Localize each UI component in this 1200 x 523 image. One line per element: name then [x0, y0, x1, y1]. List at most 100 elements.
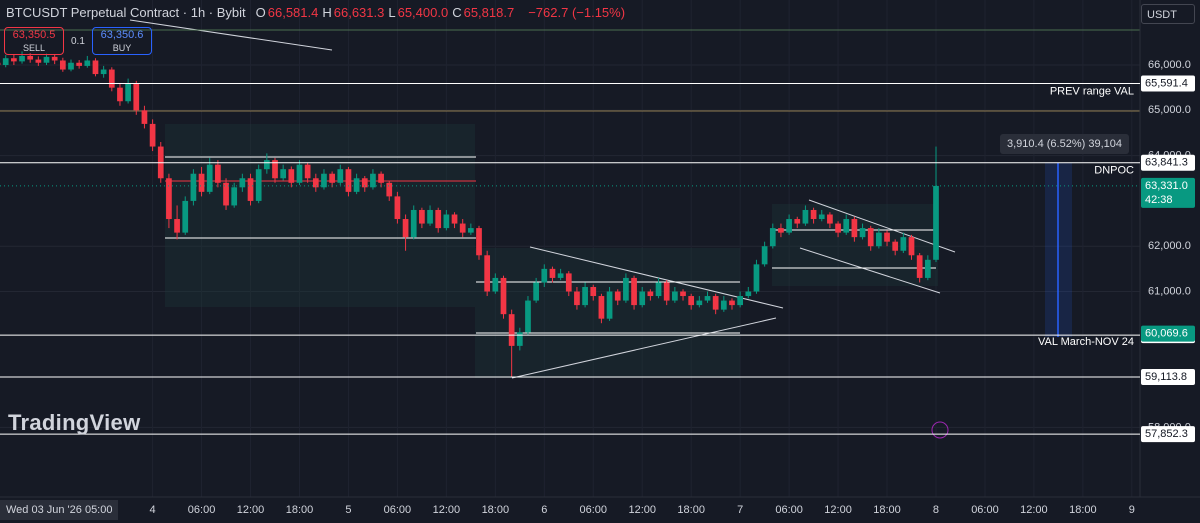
candle-body: [51, 56, 58, 61]
candle-body: [476, 228, 482, 256]
crosshair-time: Wed 03 Jun '26 05:00: [0, 500, 119, 520]
x-tick-label: 12:00: [237, 504, 265, 516]
x-tick-label: 06:00: [188, 504, 216, 516]
candle-body: [769, 228, 776, 247]
candle-body: [19, 55, 25, 62]
level-label-box: [1141, 426, 1195, 443]
candle-body: [590, 286, 597, 297]
trendline: [129, 19, 333, 51]
quantity[interactable]: 0.1: [71, 36, 85, 47]
candle-body: [663, 282, 670, 301]
candle-body: [370, 173, 376, 188]
candle-body: [2, 58, 9, 66]
candle-body: [794, 219, 801, 224]
candle-body: [361, 178, 368, 188]
candle-body: [280, 169, 287, 179]
y-tick-label: 62,000.0: [1148, 240, 1191, 252]
x-tick-label: 12:00: [628, 504, 656, 516]
alert-price-label: 60,069.6: [1145, 328, 1188, 340]
ohlc-value: 66,581.4: [267, 5, 319, 20]
candle-body: [802, 209, 809, 224]
candle-body: [843, 219, 850, 233]
candle-body: [166, 178, 172, 220]
currency-select[interactable]: USDT: [1141, 4, 1195, 24]
candle-body: [655, 282, 662, 297]
level-label: 59,113.8: [1145, 371, 1187, 383]
candle-body: [76, 62, 83, 66]
sell-label: SELL: [22, 43, 46, 53]
buy-button[interactable]: 63,350.6 BUY: [92, 27, 152, 55]
ohlc-item: L 65,400.0: [388, 5, 450, 20]
candle-body: [43, 56, 50, 63]
x-tick-label: 9: [1129, 504, 1135, 516]
candle-body: [133, 83, 140, 111]
ohlc-value: 65,818.7: [463, 5, 515, 20]
change: −762.7 (−1.15%): [528, 5, 626, 20]
last-price-label: 63,331.0: [1145, 180, 1188, 192]
candle-body: [296, 164, 303, 183]
level-label-box: [1141, 75, 1195, 92]
y-tick-label: 66,000.0: [1148, 59, 1191, 71]
candle-body: [492, 277, 499, 292]
ohlc-value: 66,631.3: [333, 5, 385, 20]
candle-body: [484, 255, 491, 292]
candle-body: [345, 169, 352, 192]
x-tick-label: 06:00: [971, 504, 999, 516]
candle-body: [623, 277, 629, 301]
candle-body: [574, 291, 580, 306]
candle-body: [786, 219, 792, 233]
candle-body: [272, 160, 278, 179]
alert-icon[interactable]: [931, 421, 949, 439]
candle-body: [182, 200, 189, 233]
candle-body: [35, 59, 42, 63]
candle-body: [614, 291, 621, 301]
x-tick-label: 8: [933, 504, 939, 516]
candle-body: [263, 160, 270, 170]
candle-body: [908, 237, 915, 256]
level-label: 57,852.3: [1145, 428, 1188, 440]
sell-price: 63,350.5: [12, 29, 56, 41]
candle-body: [851, 219, 858, 238]
sell-button[interactable]: 63,350.5 SELL: [4, 27, 64, 55]
buy-price: 63,350.6: [100, 29, 144, 41]
candle-body: [557, 273, 564, 278]
candle-body: [525, 300, 531, 333]
x-tick-label: 12:00: [824, 504, 852, 516]
candle-body: [761, 246, 768, 265]
candle-body: [606, 291, 613, 319]
candle-body: [582, 286, 588, 306]
candle-body: [247, 178, 254, 201]
candle-body: [337, 169, 344, 183]
candle-body: [386, 182, 393, 197]
level-note: VAL March-NOV 24: [1038, 336, 1134, 348]
candle-body: [402, 219, 409, 238]
x-tick-label: 6: [541, 504, 547, 516]
candle-body: [435, 209, 442, 229]
candle-body: [500, 277, 507, 315]
candle-body: [223, 182, 229, 206]
candle-body: [859, 228, 866, 238]
candle-body: [835, 223, 841, 233]
last-price-box: [1141, 177, 1195, 208]
x-tick-label: 06:00: [579, 504, 607, 516]
alert-price-box: [1141, 325, 1195, 342]
candle-body: [92, 60, 99, 75]
candle-body: [884, 232, 890, 242]
level-label-box: [1141, 154, 1195, 171]
x-tick-label: 12:00: [433, 504, 461, 516]
candle-body: [696, 300, 703, 306]
trendline: [799, 247, 941, 294]
symbol[interactable]: BTCUSDT Perpetual Contract · 1h · Bybit: [6, 5, 246, 20]
candle-body: [100, 69, 107, 75]
level-label: 65,591.4: [1145, 77, 1188, 89]
candle-body: [631, 277, 637, 306]
candle-body: [427, 209, 433, 224]
ohlc-key: O: [255, 5, 266, 20]
ohlc-item: O 66,581.4: [256, 5, 321, 20]
candle-body: [867, 228, 874, 247]
ohlc-key: C: [452, 5, 462, 20]
candle-body: [916, 255, 923, 278]
candle-body: [255, 169, 262, 201]
